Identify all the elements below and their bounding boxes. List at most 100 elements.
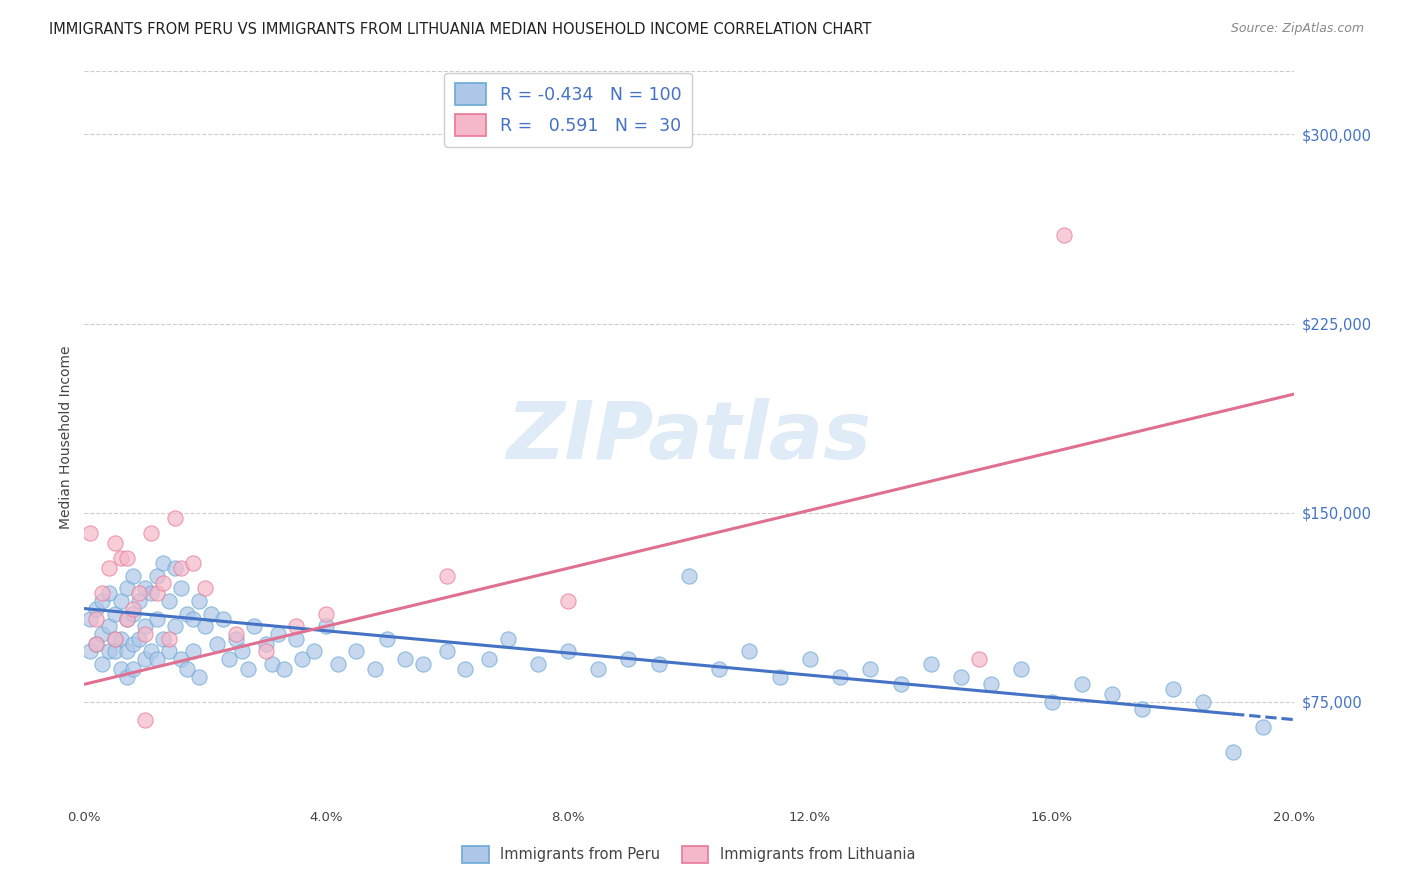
Point bbox=[134, 582, 156, 596]
Point bbox=[1101, 687, 1123, 701]
Point bbox=[79, 612, 101, 626]
Point bbox=[115, 644, 138, 658]
Point bbox=[170, 652, 193, 666]
Point bbox=[967, 652, 990, 666]
Point bbox=[91, 657, 114, 671]
Point bbox=[86, 601, 108, 615]
Point bbox=[242, 619, 264, 633]
Point bbox=[207, 637, 229, 651]
Point bbox=[97, 619, 120, 633]
Legend: Immigrants from Peru, Immigrants from Lithuania: Immigrants from Peru, Immigrants from Li… bbox=[457, 840, 921, 869]
Point bbox=[146, 652, 169, 666]
Point bbox=[678, 569, 700, 583]
Point bbox=[225, 632, 247, 646]
Point bbox=[557, 644, 579, 658]
Point bbox=[152, 576, 174, 591]
Point bbox=[478, 652, 501, 666]
Point bbox=[363, 662, 385, 676]
Point bbox=[328, 657, 350, 671]
Point bbox=[254, 637, 277, 651]
Point bbox=[200, 607, 222, 621]
Point bbox=[134, 713, 156, 727]
Point bbox=[231, 644, 253, 658]
Point bbox=[1053, 228, 1076, 243]
Point bbox=[181, 644, 204, 658]
Point bbox=[121, 637, 143, 651]
Point bbox=[527, 657, 550, 671]
Point bbox=[1040, 695, 1063, 709]
Point bbox=[157, 594, 180, 608]
Point bbox=[267, 627, 290, 641]
Point bbox=[110, 551, 132, 566]
Point bbox=[115, 612, 138, 626]
Point bbox=[1071, 677, 1094, 691]
Point bbox=[91, 594, 114, 608]
Point bbox=[121, 601, 143, 615]
Point bbox=[104, 607, 127, 621]
Point bbox=[139, 586, 162, 600]
Point bbox=[146, 612, 169, 626]
Point bbox=[1130, 702, 1153, 716]
Text: ZIPatlas: ZIPatlas bbox=[506, 398, 872, 476]
Point bbox=[188, 670, 211, 684]
Point bbox=[157, 632, 180, 646]
Point bbox=[436, 569, 458, 583]
Point bbox=[557, 594, 579, 608]
Point bbox=[218, 652, 240, 666]
Point bbox=[830, 670, 852, 684]
Point bbox=[79, 644, 101, 658]
Point bbox=[394, 652, 416, 666]
Point bbox=[115, 582, 138, 596]
Point bbox=[225, 627, 247, 641]
Point bbox=[128, 586, 150, 600]
Point bbox=[181, 612, 204, 626]
Point bbox=[134, 619, 156, 633]
Point bbox=[188, 594, 211, 608]
Point bbox=[170, 561, 193, 575]
Point bbox=[738, 644, 761, 658]
Point bbox=[1253, 720, 1275, 734]
Point bbox=[375, 632, 398, 646]
Point bbox=[165, 510, 187, 524]
Point bbox=[128, 594, 150, 608]
Point bbox=[285, 632, 308, 646]
Point bbox=[157, 644, 180, 658]
Point bbox=[139, 525, 162, 540]
Point bbox=[648, 657, 671, 671]
Point bbox=[454, 662, 477, 676]
Point bbox=[152, 632, 174, 646]
Point bbox=[134, 652, 156, 666]
Point bbox=[110, 632, 132, 646]
Point bbox=[146, 586, 169, 600]
Point bbox=[950, 670, 973, 684]
Point bbox=[139, 644, 162, 658]
Point bbox=[1222, 745, 1244, 759]
Point bbox=[79, 525, 101, 540]
Point bbox=[134, 627, 156, 641]
Point bbox=[890, 677, 912, 691]
Point bbox=[496, 632, 519, 646]
Point bbox=[97, 561, 120, 575]
Point bbox=[436, 644, 458, 658]
Point bbox=[412, 657, 434, 671]
Point bbox=[799, 652, 821, 666]
Point bbox=[104, 536, 127, 550]
Point bbox=[104, 632, 127, 646]
Point bbox=[97, 586, 120, 600]
Point bbox=[104, 632, 127, 646]
Point bbox=[709, 662, 731, 676]
Point bbox=[1011, 662, 1033, 676]
Point bbox=[104, 644, 127, 658]
Point bbox=[165, 561, 187, 575]
Point bbox=[121, 569, 143, 583]
Point bbox=[165, 619, 187, 633]
Point bbox=[859, 662, 882, 676]
Point bbox=[617, 652, 640, 666]
Point bbox=[291, 652, 314, 666]
Point bbox=[920, 657, 942, 671]
Text: Source: ZipAtlas.com: Source: ZipAtlas.com bbox=[1230, 22, 1364, 36]
Point bbox=[97, 644, 120, 658]
Point bbox=[91, 586, 114, 600]
Point bbox=[121, 662, 143, 676]
Point bbox=[115, 551, 138, 566]
